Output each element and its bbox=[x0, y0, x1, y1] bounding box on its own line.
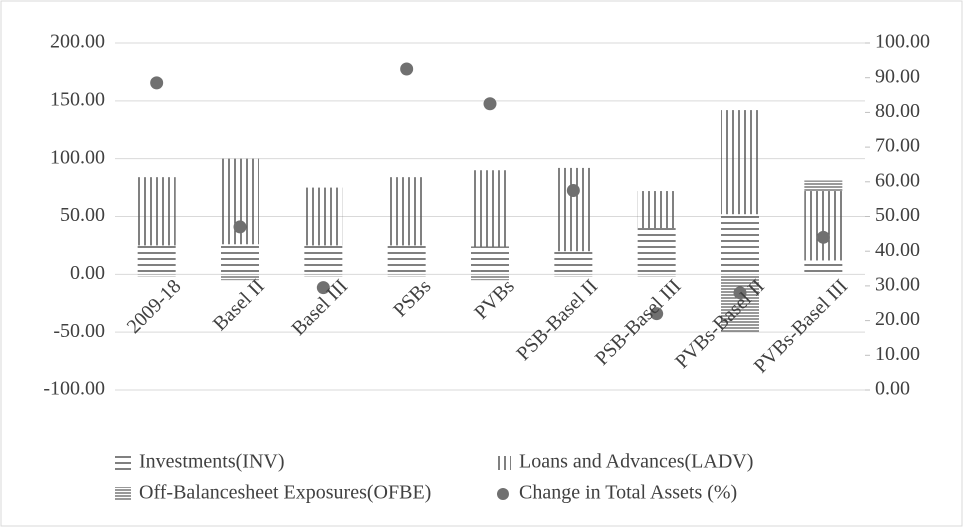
bar-segment bbox=[137, 245, 176, 275]
y-tick-label: -50.00 bbox=[53, 320, 105, 342]
scatter-point bbox=[650, 307, 664, 321]
y2-tick-label: 70.00 bbox=[875, 135, 920, 157]
y2-tick-label: 60.00 bbox=[875, 169, 920, 191]
y2-tick-label: 10.00 bbox=[875, 343, 920, 365]
bar-segment bbox=[304, 245, 343, 275]
legend-swatch bbox=[115, 456, 131, 470]
legend-swatch bbox=[497, 488, 509, 500]
y2-tick-label: 40.00 bbox=[875, 239, 920, 261]
legend-swatch bbox=[495, 456, 511, 470]
bar-segment bbox=[637, 191, 676, 229]
y2-tick-label: 100.00 bbox=[875, 31, 930, 53]
scatter-point bbox=[733, 286, 747, 300]
bar-segment bbox=[221, 244, 259, 275]
scatter-point bbox=[483, 97, 497, 111]
legend-label: Change in Total Assets (%) bbox=[519, 482, 737, 504]
scatter-point bbox=[233, 220, 247, 234]
bar-segment bbox=[721, 274, 759, 333]
bar-segment bbox=[721, 110, 759, 215]
legend-label: Investments(INV) bbox=[139, 451, 285, 473]
scatter-point bbox=[316, 281, 330, 295]
y-tick-label: 0.00 bbox=[70, 262, 105, 284]
bar-segment bbox=[804, 191, 843, 261]
bar-segment bbox=[804, 260, 843, 275]
bar-segment bbox=[137, 274, 176, 277]
y-tick-label: 150.00 bbox=[50, 88, 105, 110]
bar-segment bbox=[304, 187, 343, 246]
y-tick-label: 50.00 bbox=[60, 204, 105, 226]
bar-segment bbox=[637, 274, 676, 277]
y2-tick-label: 0.00 bbox=[875, 378, 910, 400]
scatter-point bbox=[816, 230, 830, 244]
scatter-point bbox=[566, 183, 580, 197]
bar-segment bbox=[221, 274, 259, 281]
y2-tick-label: 50.00 bbox=[875, 204, 920, 226]
legend-label: Loans and Advances(LADV) bbox=[519, 451, 753, 473]
scatter-point bbox=[150, 76, 164, 90]
y-tick-label: 200.00 bbox=[50, 31, 105, 53]
bar-segment bbox=[471, 274, 509, 281]
bar-segment bbox=[554, 167, 593, 252]
legend-swatch bbox=[115, 487, 131, 501]
bar-segment bbox=[554, 274, 593, 277]
bar-segment bbox=[387, 274, 426, 277]
y2-tick-label: 90.00 bbox=[875, 65, 920, 87]
bar-segment bbox=[637, 228, 676, 275]
scatter-point bbox=[400, 62, 414, 76]
legend-label: Off-Balancesheet Exposures(OFBE) bbox=[139, 482, 431, 504]
y-tick-label: 100.00 bbox=[50, 146, 105, 168]
y2-tick-label: 30.00 bbox=[875, 273, 920, 295]
bar-segment bbox=[471, 246, 509, 275]
bar-segment bbox=[304, 274, 343, 277]
y2-tick-label: 80.00 bbox=[875, 100, 920, 122]
y-tick-label: -100.00 bbox=[43, 378, 105, 400]
bar-segment bbox=[721, 214, 759, 275]
bar-segment bbox=[137, 177, 176, 246]
bar-segment bbox=[471, 170, 509, 247]
bar-segment bbox=[554, 251, 593, 275]
bar-segment bbox=[804, 180, 843, 192]
bar-segment bbox=[387, 177, 426, 246]
bar-segment bbox=[387, 245, 426, 275]
y2-tick-label: 20.00 bbox=[875, 308, 920, 330]
